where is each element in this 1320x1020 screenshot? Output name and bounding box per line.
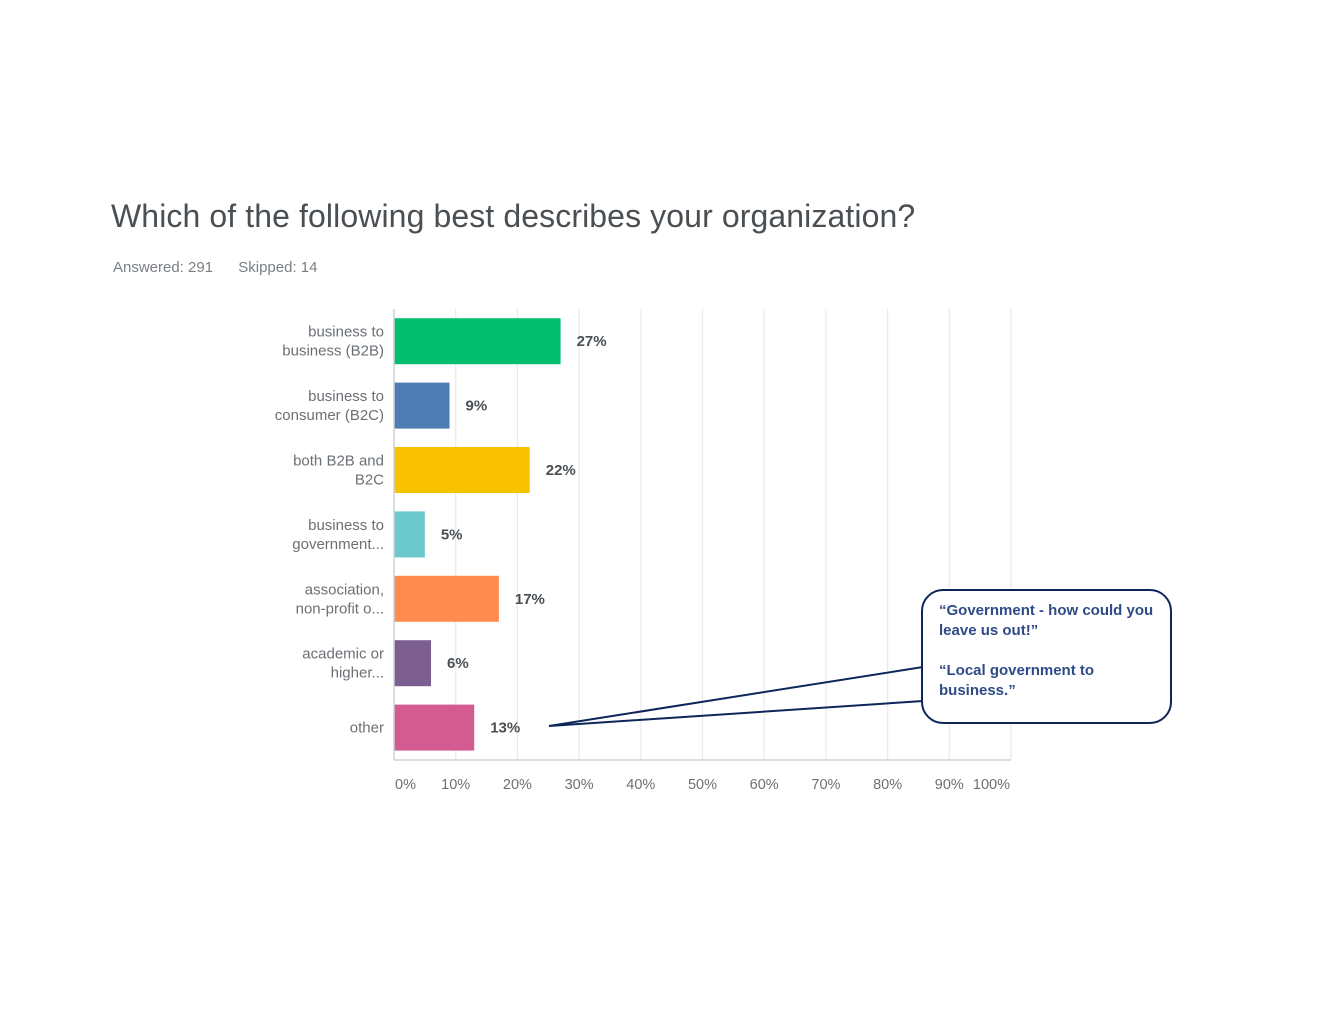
category-label: association, — [305, 581, 384, 598]
x-tick-label: 10% — [441, 777, 470, 793]
x-tick-label: 40% — [626, 777, 655, 793]
bar-4 — [394, 575, 499, 622]
category-label: business to — [308, 517, 384, 534]
category-label: non-profit o... — [296, 600, 384, 617]
x-tick-label: 50% — [688, 777, 717, 793]
x-tick-label: 100% — [973, 777, 1010, 793]
bar-5 — [394, 640, 432, 687]
category-label: both B2B and — [293, 453, 384, 470]
callout-quote-2: “Local government to business.” — [939, 662, 1095, 699]
category-label: academic or — [302, 646, 384, 663]
x-tick-label: 60% — [750, 777, 779, 793]
category-label: other — [350, 720, 384, 737]
category-label: business to — [308, 388, 384, 405]
value-label: 5% — [441, 526, 463, 543]
value-label: 27% — [577, 333, 607, 350]
value-label: 17% — [515, 591, 545, 608]
x-tick-label: 30% — [565, 777, 594, 793]
x-tick-label: 70% — [811, 777, 840, 793]
value-label: 9% — [466, 398, 488, 415]
bar-0 — [394, 318, 561, 365]
callout-quote-1: “Government - how could you leave us out… — [939, 602, 1154, 639]
category-label: business (B2B) — [282, 343, 384, 360]
category-label: higher... — [331, 665, 384, 682]
labels: 27% business to business (B2B) 9% business t… — [275, 324, 607, 737]
category-label: government... — [292, 536, 384, 553]
value-label: 6% — [447, 655, 469, 672]
category-label: consumer (B2C) — [275, 407, 384, 424]
response-stats: Answered: 291 Skipped: 14 — [113, 259, 338, 276]
category-label: business to — [308, 324, 384, 341]
skipped-count: Skipped: 14 — [238, 259, 318, 276]
grid-lines — [455, 309, 1012, 760]
axes: 0% 10% 20% 30% 40% 50% 60% 70% 80% 90% 100% — [393, 309, 1011, 793]
bar-2 — [394, 447, 530, 493]
category-label: B2C — [355, 472, 384, 489]
x-tick-label: 80% — [873, 777, 902, 793]
value-label: 22% — [546, 462, 576, 479]
x-tick-label: 20% — [503, 777, 532, 793]
callout-box: “Government - how could you leave us out… — [921, 589, 1172, 724]
callout-pointer — [548, 666, 924, 727]
x-tick-label: 0% — [395, 777, 416, 793]
bar-3 — [394, 511, 425, 558]
bar-6 — [394, 704, 475, 751]
answered-count: Answered: 291 — [113, 259, 214, 276]
bar-1 — [394, 382, 450, 429]
question-title: Which of the following best describes yo… — [111, 198, 916, 234]
x-tick-label: 90% — [935, 777, 964, 793]
value-label: 13% — [490, 720, 520, 737]
bars — [394, 318, 561, 751]
